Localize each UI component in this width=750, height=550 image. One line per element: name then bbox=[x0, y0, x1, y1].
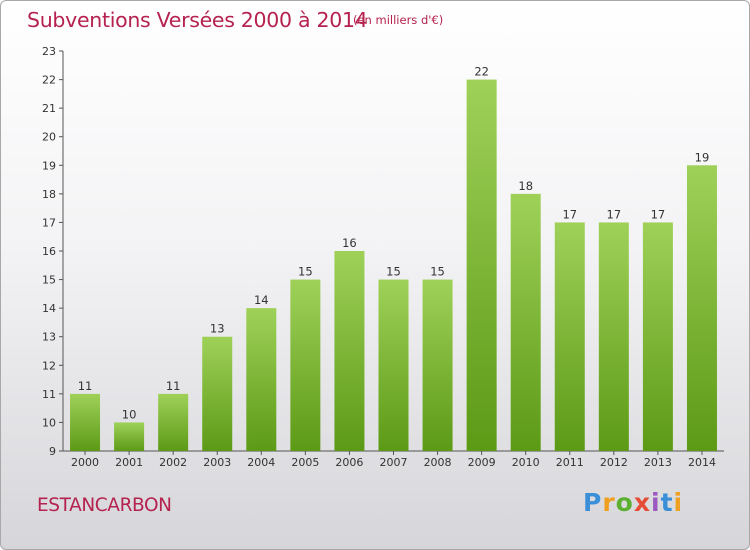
y-tick-label: 17 bbox=[42, 216, 56, 229]
x-tick-label: 2000 bbox=[71, 456, 99, 469]
bar bbox=[290, 279, 321, 451]
y-tick-label: 19 bbox=[42, 159, 56, 172]
bar-value-label: 11 bbox=[78, 379, 93, 393]
y-tick-label: 9 bbox=[49, 445, 56, 458]
bar bbox=[334, 251, 365, 451]
bar-value-label: 17 bbox=[651, 207, 666, 221]
y-tick-label: 21 bbox=[42, 102, 56, 115]
bar bbox=[246, 308, 277, 451]
logo-letter: x bbox=[633, 488, 651, 517]
x-tick-label: 2005 bbox=[291, 456, 319, 469]
bar bbox=[202, 336, 233, 451]
logo-letter: i bbox=[651, 488, 661, 517]
bar bbox=[686, 165, 717, 452]
x-tick-label: 2004 bbox=[247, 456, 275, 469]
y-tick-label: 20 bbox=[42, 131, 56, 144]
y-tick-label: 15 bbox=[42, 274, 56, 287]
x-tick-label: 2001 bbox=[115, 456, 143, 469]
x-tick-label: 2011 bbox=[556, 456, 584, 469]
chart-axes: 9 10 11 12 13 14 15 16 17 18 19 20 21 22 23 bbox=[42, 45, 724, 458]
x-tick-label: 2008 bbox=[424, 456, 452, 469]
bar-value-label: 15 bbox=[386, 265, 401, 279]
bar-value-label: 17 bbox=[607, 207, 622, 221]
logo-letter: i bbox=[673, 488, 684, 517]
bar bbox=[554, 222, 585, 451]
chart-bars bbox=[70, 79, 717, 452]
bar-value-label: 10 bbox=[122, 407, 137, 421]
bar bbox=[70, 393, 101, 451]
bar bbox=[642, 222, 673, 451]
x-tick-label: 2010 bbox=[512, 456, 540, 469]
y-tick-label: 23 bbox=[42, 45, 56, 58]
y-tick-label: 18 bbox=[42, 188, 56, 201]
x-tick-label: 2002 bbox=[159, 456, 187, 469]
bar-value-label: 16 bbox=[342, 236, 357, 250]
bar-value-label: 15 bbox=[430, 265, 445, 279]
bar-value-label: 14 bbox=[254, 293, 269, 307]
bar bbox=[422, 279, 453, 451]
y-tick-label: 12 bbox=[42, 359, 56, 372]
bar bbox=[158, 393, 189, 451]
y-tick-label: 10 bbox=[42, 416, 56, 429]
bar-value-label: 15 bbox=[298, 265, 313, 279]
chart-title: Subventions Versées 2000 à 2014 bbox=[27, 8, 368, 32]
x-tick-label: 2003 bbox=[203, 456, 231, 469]
logo-letter: t bbox=[660, 488, 674, 517]
bar-value-label: 17 bbox=[562, 207, 577, 221]
y-tick-label: 16 bbox=[42, 245, 56, 258]
x-tick-label: 2009 bbox=[468, 456, 496, 469]
y-tick-label: 13 bbox=[42, 331, 56, 344]
proxiti-logo: Proxiti bbox=[583, 488, 683, 517]
y-tick-label: 22 bbox=[42, 74, 56, 87]
x-tick-label: 2014 bbox=[688, 456, 716, 469]
bar bbox=[598, 222, 629, 451]
chart-unit-note: (en milliers d'€) bbox=[353, 13, 444, 27]
x-tick-label: 2007 bbox=[380, 456, 408, 469]
location-name: ESTANCARBON bbox=[37, 495, 172, 516]
y-tick-label: 14 bbox=[42, 302, 56, 315]
x-tick-label: 2012 bbox=[600, 456, 628, 469]
bar-value-label: 22 bbox=[474, 65, 489, 79]
bar bbox=[378, 279, 409, 451]
logo-letter: r bbox=[602, 488, 616, 517]
bar bbox=[114, 422, 145, 451]
logo-letter: o bbox=[615, 488, 634, 517]
bar bbox=[510, 193, 541, 451]
bar-value-label: 18 bbox=[518, 179, 533, 193]
y-tick-label: 11 bbox=[42, 388, 56, 401]
bar-value-label: 19 bbox=[695, 150, 710, 164]
bar-value-label: 13 bbox=[210, 322, 225, 336]
chart-labels: 11 2000 10 2001 11 2002 13 2003 14 2004 15 2005 16 20… bbox=[71, 65, 716, 469]
bar-value-label: 11 bbox=[166, 379, 181, 393]
bar bbox=[466, 79, 497, 452]
x-tick-label: 2006 bbox=[335, 456, 363, 469]
logo-letter: P bbox=[583, 488, 603, 517]
x-tick-label: 2013 bbox=[644, 456, 672, 469]
